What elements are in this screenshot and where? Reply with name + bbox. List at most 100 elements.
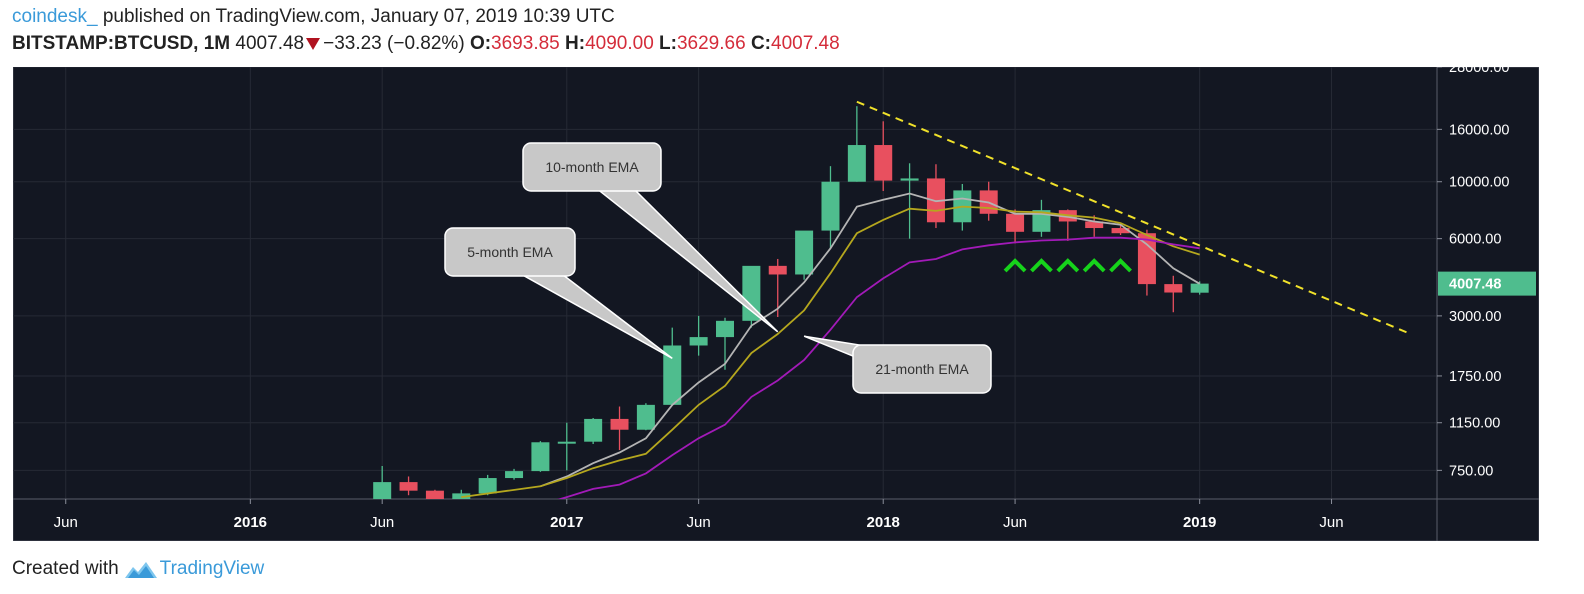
candle-body	[557, 441, 576, 444]
x-axis-label: Jun	[687, 514, 711, 531]
last-price-label: 4007.48	[1449, 277, 1501, 293]
price-chart[interactable]: 10-month EMA 5-month EMA 21-month EMA 28000…	[13, 67, 1539, 541]
candle	[795, 230, 814, 280]
candle	[1137, 229, 1156, 296]
candle	[399, 476, 418, 496]
candle	[742, 265, 761, 328]
ema-10-line	[461, 205, 1200, 498]
candle	[610, 406, 629, 451]
candle	[505, 468, 524, 480]
arrow-up-icon	[1082, 258, 1106, 273]
ema-5-line	[540, 192, 1201, 488]
candle-body	[874, 145, 893, 181]
x-axis-label: 2019	[1183, 514, 1216, 531]
candle-body	[847, 145, 866, 182]
low-label: L:	[659, 33, 677, 54]
tradingview-link[interactable]: TradingView	[159, 558, 265, 579]
candle	[689, 315, 708, 356]
price-change: −33.23 (−0.82%)	[323, 33, 465, 54]
candle-body	[716, 320, 734, 338]
y-axis-label: 3000.00	[1449, 309, 1501, 325]
symbol-name: BITSTAMP:BTCUSD, 1M	[12, 33, 231, 54]
candle	[847, 106, 866, 182]
arrow-up-icon	[1109, 258, 1132, 273]
candle-body	[478, 478, 497, 494]
candle-body	[452, 493, 471, 499]
candle-body	[689, 337, 708, 346]
arrow-up-icon	[1030, 258, 1053, 273]
close-value: 4007.48	[771, 33, 840, 54]
callout-label: 21-month EMA	[875, 361, 969, 377]
candle-body	[1190, 283, 1209, 293]
last-price-badge	[1438, 271, 1536, 296]
callout-label: 10-month EMA	[545, 159, 639, 175]
x-axis-label: Jun	[54, 514, 78, 531]
candle-body	[1032, 210, 1051, 232]
callout-label: 5-month EMA	[467, 244, 553, 260]
publisher-link[interactable]: coindesk_	[12, 6, 98, 27]
arrow-up-icon	[1056, 258, 1080, 273]
symbol-info-bar: BITSTAMP:BTCUSD, 1M 4007.48 −33.23 (−0.82…	[12, 33, 840, 55]
down-arrow-icon	[306, 37, 321, 50]
y-axis-label: 16000.00	[1449, 122, 1509, 138]
publish-info: coindesk_ published on TradingView.com, …	[12, 6, 615, 28]
high-label: H:	[565, 33, 586, 54]
y-axis-label: 1150.00	[1449, 416, 1500, 432]
candle-body	[1164, 284, 1183, 293]
y-axis-label: 10000.00	[1449, 175, 1509, 191]
candle-body	[1111, 228, 1130, 234]
candle-body	[663, 345, 682, 405]
tradingview-logo-icon[interactable]	[124, 558, 158, 580]
created-with-text: Created with	[12, 558, 119, 579]
arrow-up-icon	[1003, 258, 1027, 273]
candle	[768, 258, 787, 318]
annotation-callout: 21-month EMA	[803, 335, 992, 394]
x-axis-label: Jun	[370, 514, 394, 531]
callout-box	[522, 142, 662, 192]
candle	[584, 417, 603, 445]
candle	[874, 121, 893, 192]
candle	[821, 166, 840, 249]
y-axis-label: 750.00	[1449, 463, 1493, 479]
candle-body	[1085, 221, 1104, 229]
y-axis-label: 28000.00	[1449, 67, 1509, 76]
candle-body	[399, 482, 418, 491]
annotation-callout: 5-month EMA	[444, 227, 673, 359]
candle	[531, 441, 550, 472]
y-axis-label: 6000.00	[1449, 232, 1501, 248]
candle-body	[636, 404, 655, 430]
plot-area	[373, 100, 1412, 499]
open-value: 3693.85	[491, 33, 560, 54]
trendline	[856, 100, 1412, 335]
candle	[1006, 209, 1025, 244]
candle	[425, 489, 444, 499]
candle	[373, 465, 392, 499]
chart-background	[13, 67, 1539, 541]
candle-body	[505, 471, 524, 479]
candle	[716, 317, 734, 370]
ema-21-line	[557, 236, 1200, 499]
candle-body	[821, 181, 840, 231]
candle-body	[373, 482, 392, 499]
candle-body	[1006, 213, 1025, 232]
candle-body	[584, 418, 603, 442]
published-text: published on TradingView.com, January 07…	[102, 6, 615, 27]
candle	[1085, 215, 1104, 237]
candle-body	[610, 418, 629, 430]
x-axis-label: 2016	[234, 514, 267, 531]
candle	[478, 474, 497, 496]
candle	[900, 163, 919, 239]
candle-body	[795, 230, 814, 275]
candle-body	[900, 178, 919, 181]
low-value: 3629.66	[676, 33, 746, 54]
high-value: 4090.00	[585, 33, 654, 54]
annotation-callout: 10-month EMA	[522, 142, 779, 333]
candle-body	[425, 490, 444, 499]
y-axis-label: 1750.00	[1449, 369, 1501, 385]
last-price: 4007.48	[235, 33, 305, 54]
x-axis-label: 2018	[867, 514, 900, 531]
x-axis-label: Jun	[1319, 514, 1343, 531]
open-label: O:	[469, 33, 492, 54]
candle-body	[1137, 233, 1156, 285]
callout-box	[444, 227, 576, 277]
